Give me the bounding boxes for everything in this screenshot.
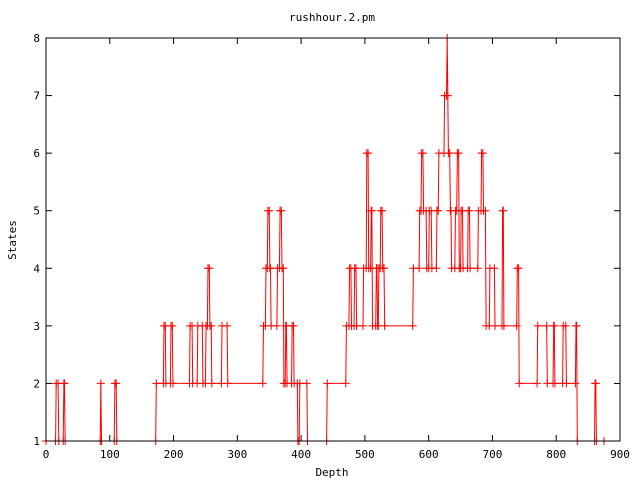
data-point: [207, 321, 216, 330]
data-point: [572, 321, 581, 330]
x-axis-label: Depth: [315, 466, 348, 479]
data-point: [341, 379, 350, 388]
x-axis-ticks: 0 100 200 300 400 500 600 700 800 900: [43, 38, 630, 461]
plot-frame: [45, 37, 621, 442]
data-point: [272, 321, 281, 330]
x-tick-label: 600: [419, 448, 439, 461]
data-point: [499, 206, 508, 215]
data-point: [533, 379, 542, 388]
x-tick-label: 0: [43, 448, 50, 461]
data-point: [571, 379, 580, 388]
y-tick-label: 2: [33, 377, 40, 390]
data-point: [380, 264, 389, 273]
data-point: [367, 206, 376, 215]
data-point: [351, 264, 360, 273]
y-tick-label: 3: [33, 320, 40, 333]
data-point: [205, 264, 214, 273]
series-0: [42, 34, 609, 445]
data-point: [466, 264, 475, 273]
y-tick-label: 1: [33, 435, 40, 448]
data-point: [443, 91, 452, 100]
x-tick-label: 100: [100, 448, 120, 461]
data-point: [265, 206, 274, 215]
data-point: [533, 321, 542, 330]
data-point: [473, 264, 482, 273]
data-point: [515, 379, 524, 388]
y-tick-label: 6: [33, 147, 40, 160]
data-point: [408, 321, 417, 330]
y-tick-label: 4: [33, 262, 40, 275]
series-line: [46, 37, 605, 442]
data-point: [364, 149, 373, 158]
data-point: [454, 149, 463, 158]
x-tick-label: 300: [227, 448, 247, 461]
data-point: [562, 379, 571, 388]
data-point: [415, 264, 424, 273]
data-point: [96, 379, 105, 388]
data-point: [550, 321, 559, 330]
data-point: [289, 321, 298, 330]
data-point: [152, 379, 161, 388]
data-point: [258, 379, 267, 388]
x-tick-label: 900: [610, 448, 630, 461]
data-point: [445, 149, 454, 158]
data-point: [279, 264, 288, 273]
data-point: [112, 379, 121, 388]
data-point: [323, 379, 332, 388]
y-tick-label: 7: [33, 90, 40, 103]
data-point: [223, 379, 232, 388]
x-tick-label: 700: [483, 448, 503, 461]
chart-title: rushhour.2.pm: [289, 11, 375, 24]
data-point: [380, 321, 389, 330]
x-tick-label: 200: [164, 448, 184, 461]
y-axis-label: States: [6, 220, 19, 260]
data-point: [266, 264, 275, 273]
data-point: [490, 321, 499, 330]
data-point: [465, 206, 474, 215]
data-point: [490, 264, 499, 273]
data-point: [499, 321, 508, 330]
y-tick-label: 5: [33, 205, 40, 218]
data-point: [168, 321, 177, 330]
series-layer: [42, 34, 609, 445]
data-point: [512, 321, 521, 330]
data-point: [434, 206, 443, 215]
data-point: [168, 379, 177, 388]
data-point: [432, 264, 441, 273]
data-point: [481, 206, 490, 215]
y-axis-ticks: 1 2 3 4 5 6 7 8: [33, 32, 620, 448]
x-tick-label: 500: [355, 448, 375, 461]
y-tick-label: 8: [33, 32, 40, 45]
x-tick-label: 400: [291, 448, 311, 461]
data-point: [550, 379, 559, 388]
data-point: [514, 264, 523, 273]
data-point: [358, 321, 367, 330]
data-point: [378, 206, 387, 215]
data-point: [207, 379, 216, 388]
data-point: [478, 149, 487, 158]
data-point: [295, 379, 304, 388]
data-point: [302, 379, 311, 388]
data-point: [591, 379, 600, 388]
data-point: [542, 321, 551, 330]
data-point: [60, 379, 69, 388]
data-point: [223, 321, 232, 330]
data-point: [418, 149, 427, 158]
data-point: [277, 206, 286, 215]
x-tick-label: 800: [546, 448, 566, 461]
data-point: [561, 321, 570, 330]
